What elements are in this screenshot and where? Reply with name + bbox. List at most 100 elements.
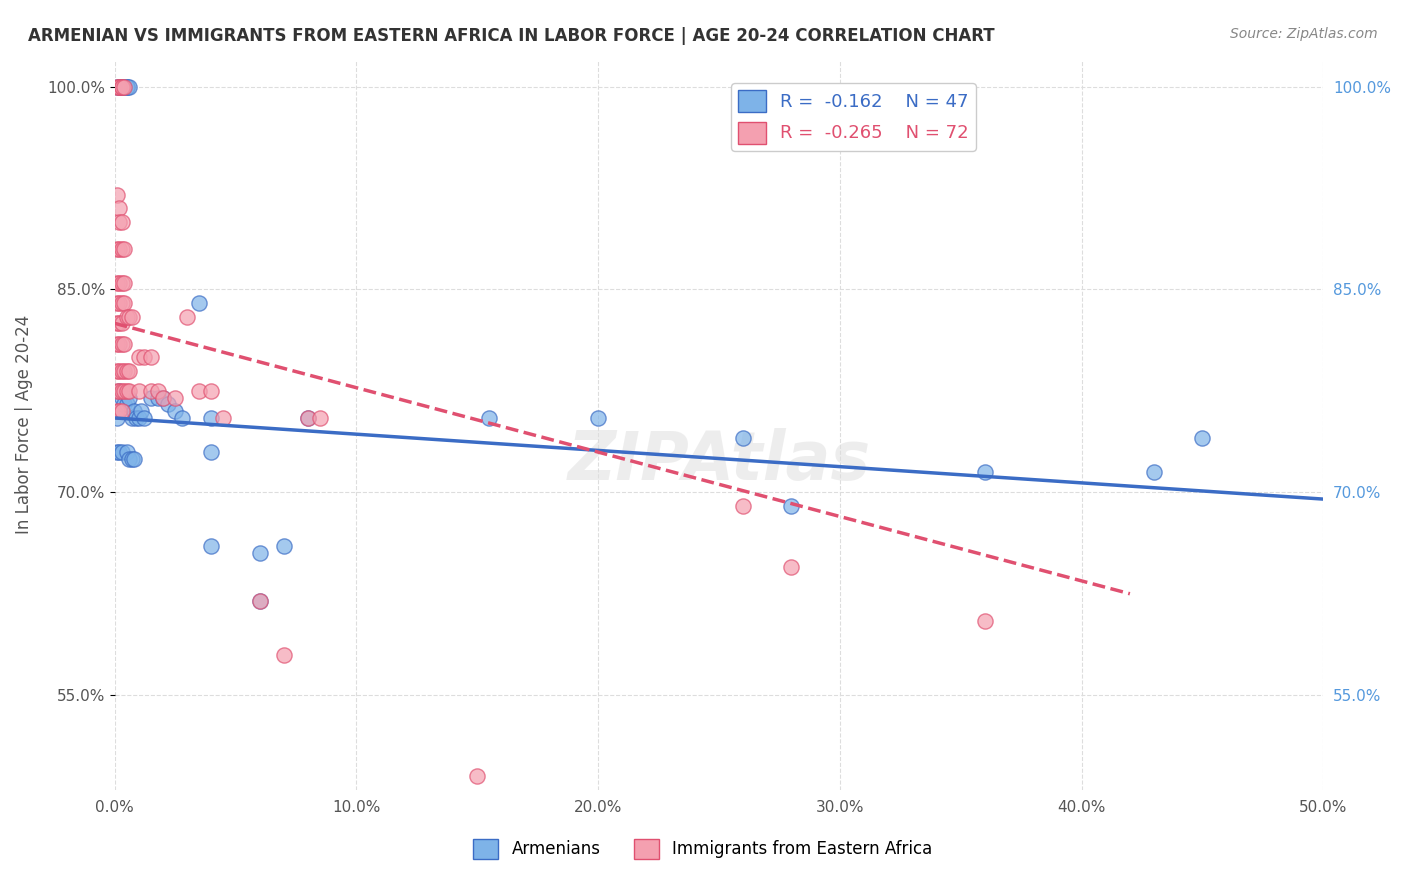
Point xyxy=(780,559,803,574)
Point xyxy=(146,384,169,398)
Point xyxy=(111,316,134,330)
Point xyxy=(108,242,131,256)
Point xyxy=(297,411,319,425)
Point xyxy=(108,79,131,94)
Text: ZIPAtlas: ZIPAtlas xyxy=(568,428,870,494)
Point xyxy=(111,384,134,398)
Point xyxy=(973,465,995,479)
Point xyxy=(465,769,488,783)
Point xyxy=(105,187,128,202)
Point xyxy=(297,411,319,425)
Point xyxy=(733,499,755,513)
Point xyxy=(128,384,150,398)
Point xyxy=(105,336,128,351)
Point xyxy=(200,384,222,398)
Point xyxy=(121,310,143,324)
Point xyxy=(105,444,128,458)
Point xyxy=(105,79,128,94)
Point xyxy=(121,411,143,425)
Point xyxy=(200,540,222,554)
Text: Source: ZipAtlas.com: Source: ZipAtlas.com xyxy=(1230,27,1378,41)
Point xyxy=(115,444,138,458)
Point xyxy=(125,411,148,425)
Point xyxy=(115,310,138,324)
Point xyxy=(108,215,131,229)
Point xyxy=(122,451,145,466)
Point xyxy=(118,451,141,466)
Y-axis label: In Labor Force | Age 20-24: In Labor Force | Age 20-24 xyxy=(15,315,32,534)
Point xyxy=(152,391,174,405)
Point xyxy=(152,391,174,405)
Point xyxy=(249,546,271,560)
Point xyxy=(108,202,131,216)
Point xyxy=(111,444,134,458)
Point xyxy=(105,404,128,418)
Point xyxy=(128,411,150,425)
Point xyxy=(1143,465,1166,479)
Point xyxy=(111,276,134,290)
Point xyxy=(105,242,128,256)
Point xyxy=(111,404,134,418)
Point xyxy=(108,79,131,94)
Legend: R =  -0.162    N = 47, R =  -0.265    N = 72: R = -0.162 N = 47, R = -0.265 N = 72 xyxy=(731,83,976,151)
Point xyxy=(111,79,134,94)
Point xyxy=(121,451,143,466)
Point xyxy=(115,384,138,398)
Point xyxy=(115,397,138,411)
Text: ARMENIAN VS IMMIGRANTS FROM EASTERN AFRICA IN LABOR FORCE | AGE 20-24 CORRELATIO: ARMENIAN VS IMMIGRANTS FROM EASTERN AFRI… xyxy=(28,27,995,45)
Point xyxy=(115,364,138,378)
Point xyxy=(105,276,128,290)
Point xyxy=(128,350,150,364)
Point xyxy=(172,411,194,425)
Point xyxy=(200,444,222,458)
Point xyxy=(108,384,131,398)
Point xyxy=(108,404,131,418)
Point xyxy=(394,797,416,811)
Point xyxy=(111,79,134,94)
Point xyxy=(733,431,755,445)
Point xyxy=(108,336,131,351)
Point xyxy=(108,276,131,290)
Point xyxy=(163,391,186,405)
Point xyxy=(112,296,135,310)
Point xyxy=(108,364,131,378)
Point xyxy=(105,296,128,310)
Point xyxy=(112,384,135,398)
Point xyxy=(108,79,131,94)
Point xyxy=(105,316,128,330)
Point xyxy=(112,79,135,94)
Point xyxy=(112,79,135,94)
Point xyxy=(112,397,135,411)
Point xyxy=(188,296,211,310)
Point xyxy=(118,79,141,94)
Point xyxy=(163,404,186,418)
Point xyxy=(108,384,131,398)
Point xyxy=(105,384,128,398)
Point xyxy=(139,350,162,364)
Point xyxy=(132,411,155,425)
Point xyxy=(118,364,141,378)
Point xyxy=(108,444,131,458)
Point xyxy=(112,276,135,290)
Point xyxy=(200,411,222,425)
Point xyxy=(273,540,295,554)
Point xyxy=(108,296,131,310)
Point xyxy=(118,384,141,398)
Point xyxy=(1191,431,1213,445)
Point xyxy=(139,391,162,405)
Point xyxy=(111,336,134,351)
Point xyxy=(111,296,134,310)
Point xyxy=(309,411,332,425)
Point xyxy=(249,593,271,607)
Point xyxy=(111,242,134,256)
Point xyxy=(212,411,235,425)
Point xyxy=(118,391,141,405)
Point xyxy=(249,593,271,607)
Point xyxy=(111,215,134,229)
Point xyxy=(111,364,134,378)
Point xyxy=(105,364,128,378)
Point xyxy=(176,310,198,324)
Point xyxy=(115,79,138,94)
Point xyxy=(273,648,295,662)
Point xyxy=(139,384,162,398)
